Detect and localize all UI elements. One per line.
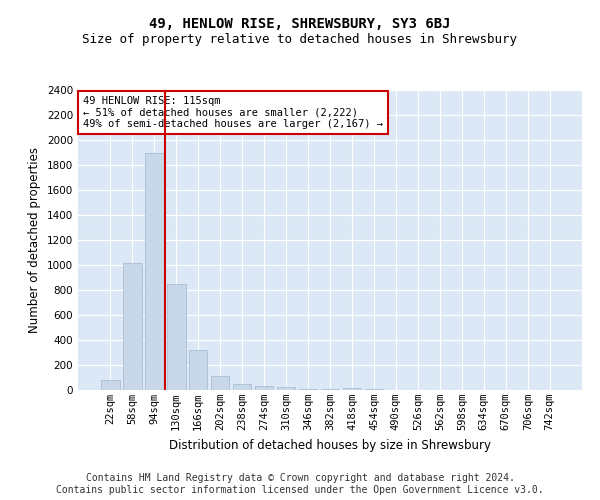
Bar bbox=[211, 376, 229, 390]
Bar bbox=[343, 388, 361, 390]
Bar bbox=[167, 284, 185, 390]
Text: 49 HENLOW RISE: 115sqm
← 51% of detached houses are smaller (2,222)
49% of semi-: 49 HENLOW RISE: 115sqm ← 51% of detached… bbox=[83, 96, 383, 129]
Bar bbox=[189, 350, 208, 390]
Y-axis label: Number of detached properties: Number of detached properties bbox=[28, 147, 41, 333]
Bar bbox=[145, 152, 164, 390]
Bar bbox=[123, 262, 142, 390]
Text: Contains HM Land Registry data © Crown copyright and database right 2024.
Contai: Contains HM Land Registry data © Crown c… bbox=[56, 474, 544, 495]
Text: 49, HENLOW RISE, SHREWSBURY, SY3 6BJ: 49, HENLOW RISE, SHREWSBURY, SY3 6BJ bbox=[149, 18, 451, 32]
Bar bbox=[255, 386, 274, 390]
Bar bbox=[277, 387, 295, 390]
Bar bbox=[299, 389, 317, 390]
Text: Size of property relative to detached houses in Shrewsbury: Size of property relative to detached ho… bbox=[83, 32, 517, 46]
X-axis label: Distribution of detached houses by size in Shrewsbury: Distribution of detached houses by size … bbox=[169, 438, 491, 452]
Bar bbox=[101, 380, 119, 390]
Bar bbox=[233, 384, 251, 390]
